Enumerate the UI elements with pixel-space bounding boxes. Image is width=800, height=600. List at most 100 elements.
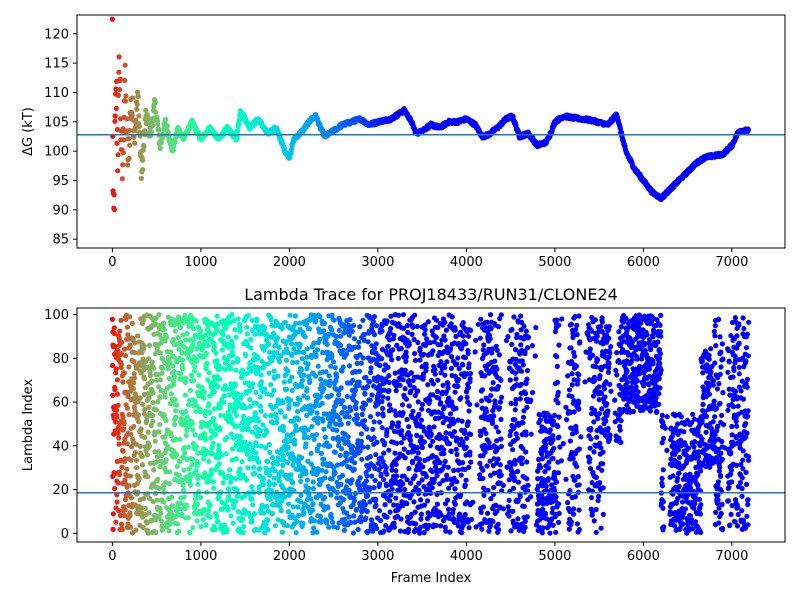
lambda-trace-point (338, 481, 344, 488)
lambda-trace-point (468, 431, 474, 437)
lambda-trace-point (404, 416, 410, 423)
lambda-trace-point (239, 367, 246, 373)
lambda-trace-point (217, 376, 223, 382)
lambda-trace-point (110, 392, 116, 398)
lambda-trace-point (180, 482, 186, 488)
lambda-trace-point (466, 525, 472, 531)
lambda-trace-point (146, 404, 152, 410)
lambda-trace-point (228, 479, 234, 485)
lambda-trace-point (478, 509, 484, 515)
lambda-trace-point (191, 377, 197, 383)
lambda-trace-point (326, 524, 332, 530)
lambda-trace-point (379, 425, 385, 431)
delta-g-point (136, 113, 142, 119)
lambda-trace-point (306, 326, 313, 332)
lambda-trace-point (372, 345, 378, 351)
lambda-trace-point (411, 499, 417, 505)
lambda-trace-point (202, 470, 208, 476)
lambda-trace-point (334, 427, 340, 433)
lambda-trace-point (198, 523, 204, 530)
lambda-trace-point (442, 337, 448, 343)
lambda-trace-point (453, 446, 459, 452)
lambda-trace-point (182, 450, 188, 456)
lambda-trace-point (438, 523, 444, 529)
lambda-trace-point (377, 481, 383, 487)
lambda-trace-point (498, 377, 504, 383)
lambda-trace-point (306, 485, 312, 492)
lambda-trace-point (305, 361, 311, 367)
lambda-trace-point (434, 501, 440, 507)
lambda-trace-point (122, 507, 128, 513)
lambda-trace-point (201, 507, 207, 513)
lambda-trace-point (332, 365, 338, 371)
lambda-trace-point (415, 388, 421, 394)
lambda-trace-point (203, 350, 209, 356)
delta-g-point (164, 123, 170, 129)
lambda-trace-point (114, 499, 120, 505)
lambda-trace-point (132, 449, 138, 456)
lambda-trace-point (442, 319, 448, 325)
lambda-trace-point (398, 345, 404, 352)
lambda-trace-point (150, 400, 156, 406)
lambda-trace-point (233, 498, 239, 504)
lambda-trace-point (370, 426, 376, 432)
delta-g-point (122, 77, 128, 84)
lambda-trace-point (157, 421, 163, 427)
lambda-trace-point (475, 321, 481, 327)
lambda-trace-point (158, 518, 164, 524)
lambda-trace-point (491, 413, 497, 419)
lambda-trace-point (406, 526, 412, 532)
lambda-trace-point (210, 440, 216, 446)
lambda-trace-point (137, 395, 143, 401)
lambda-trace-point (187, 530, 193, 536)
lambda-trace-point (315, 420, 321, 426)
lambda-trace-point (170, 336, 176, 343)
lambda-trace-point (321, 328, 327, 334)
lambda-trace-point (139, 462, 145, 468)
lambda-trace-point (373, 323, 379, 329)
lambda-trace-point (187, 482, 193, 488)
lambda-trace-point (220, 332, 226, 338)
lambda-trace-point (418, 516, 424, 522)
lambda-trace-point (390, 421, 396, 427)
lambda-trace-point (157, 350, 164, 356)
lambda-trace-point (480, 475, 486, 482)
lambda-trace-point (452, 327, 458, 333)
lambda-trace-point (496, 527, 502, 533)
lambda-trace-point (240, 516, 246, 522)
lambda-trace-point (435, 377, 441, 383)
lambda-trace-point (289, 341, 295, 347)
lambda-trace-point (414, 323, 420, 329)
lambda-trace-point (336, 327, 342, 333)
lambda-trace-point (198, 328, 204, 334)
lambda-trace-point (145, 429, 151, 435)
lambda-trace-point (495, 383, 501, 390)
lambda-trace-point (258, 372, 264, 378)
lambda-trace-point (452, 486, 458, 492)
lambda-trace-point (193, 444, 199, 450)
lambda-trace-point (498, 472, 504, 478)
delta-g-point (144, 112, 150, 118)
lambda-trace-point (159, 370, 165, 376)
lambda-trace-point (362, 418, 368, 424)
lambda-trace-point (355, 344, 362, 350)
lambda-trace-point (216, 442, 222, 449)
lambda-trace-point (160, 320, 167, 326)
lambda-trace-point (217, 405, 223, 411)
lambda-trace-point (289, 374, 295, 380)
lambda-trace-point (396, 312, 402, 318)
lambda-trace-point (463, 444, 469, 450)
lambda-trace-point (200, 456, 207, 462)
lambda-trace-point (507, 432, 513, 439)
lambda-trace-point (275, 373, 281, 379)
lambda-trace-point (113, 366, 119, 372)
lambda-trace-point (443, 327, 449, 333)
lambda-trace-point (371, 419, 377, 425)
lambda-trace-point (420, 464, 426, 470)
lambda-trace-point (114, 414, 120, 420)
lambda-trace-point (465, 350, 471, 356)
lambda-trace-point (465, 385, 471, 391)
lambda-trace-point (384, 514, 390, 520)
lambda-trace-point (177, 506, 183, 512)
lambda-trace-point (127, 524, 134, 530)
